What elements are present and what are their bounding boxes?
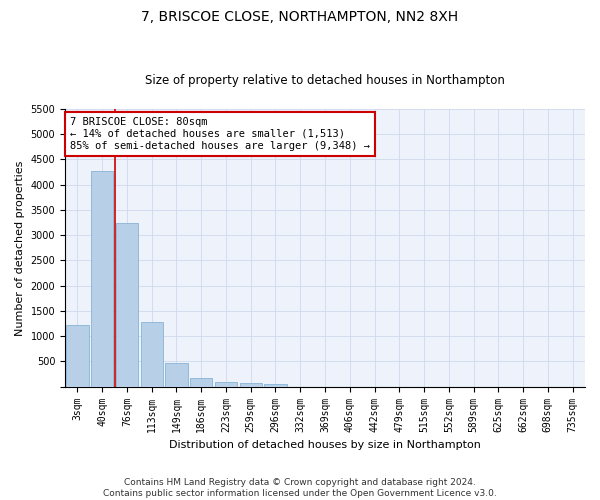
Bar bbox=[66, 324, 89, 386]
Bar bbox=[215, 382, 237, 386]
Bar bbox=[190, 378, 212, 386]
Bar bbox=[91, 170, 113, 386]
Y-axis label: Number of detached properties: Number of detached properties bbox=[15, 160, 25, 336]
Text: 7, BRISCOE CLOSE, NORTHAMPTON, NN2 8XH: 7, BRISCOE CLOSE, NORTHAMPTON, NN2 8XH bbox=[142, 10, 458, 24]
Bar bbox=[166, 364, 188, 386]
X-axis label: Distribution of detached houses by size in Northampton: Distribution of detached houses by size … bbox=[169, 440, 481, 450]
Text: Contains HM Land Registry data © Crown copyright and database right 2024.
Contai: Contains HM Land Registry data © Crown c… bbox=[103, 478, 497, 498]
Bar bbox=[265, 384, 287, 386]
Bar bbox=[116, 222, 138, 386]
Bar bbox=[140, 322, 163, 386]
Title: Size of property relative to detached houses in Northampton: Size of property relative to detached ho… bbox=[145, 74, 505, 87]
Bar bbox=[239, 383, 262, 386]
Text: 7 BRISCOE CLOSE: 80sqm
← 14% of detached houses are smaller (1,513)
85% of semi-: 7 BRISCOE CLOSE: 80sqm ← 14% of detached… bbox=[70, 118, 370, 150]
